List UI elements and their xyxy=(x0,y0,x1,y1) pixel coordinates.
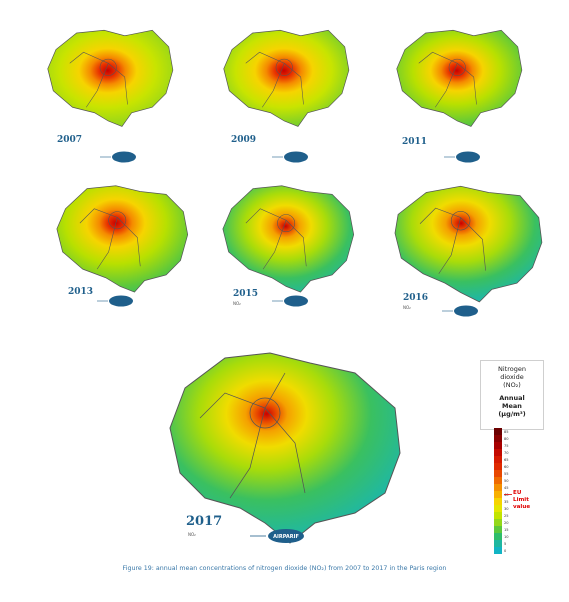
airparif-logo-text: AIRPARIF xyxy=(273,534,299,540)
map-2016-year: 2016 xyxy=(403,293,429,303)
legend-tick-label: 70 xyxy=(504,450,509,455)
legend-tick-label: 50 xyxy=(504,478,509,483)
legend-tick-label: 35 xyxy=(504,499,509,504)
map-2009-year: 2009 xyxy=(231,135,257,145)
map-2009 xyxy=(212,22,362,132)
legend-color-band xyxy=(494,456,502,464)
legend-color-band xyxy=(494,547,502,554)
legend-color-band xyxy=(494,428,502,436)
map-2011-year: 2011 xyxy=(402,137,428,147)
eu-limit-line-2: Limit xyxy=(513,497,529,503)
map-2013-image xyxy=(56,185,189,293)
airparif-logo xyxy=(440,302,480,321)
map-2013 xyxy=(48,180,198,295)
legend-line-1: Nitrogen xyxy=(498,365,526,373)
legend-color-band xyxy=(494,470,502,478)
legend-color-scale xyxy=(494,428,502,554)
map-2007-year: 2007 xyxy=(57,135,83,145)
legend-tick-label: 20 xyxy=(504,520,509,525)
eu-limit-line-1: EU xyxy=(513,490,522,496)
legend-color-band xyxy=(494,533,502,541)
map-2016-pollutant: NO₂ xyxy=(403,305,411,310)
map-2015-pollutant: NO₂ xyxy=(233,301,241,306)
map-2011-image xyxy=(396,29,523,127)
map-2017-year: 2017 xyxy=(186,514,223,529)
eu-limit-marker xyxy=(504,494,512,495)
airparif-logo xyxy=(270,148,310,167)
legend-line-2: dioxide xyxy=(500,373,524,381)
legend-color-band xyxy=(494,519,502,527)
map-2007-image xyxy=(47,29,174,127)
legend-tick-label: 65 xyxy=(504,457,509,462)
legend-tick-label: 0 xyxy=(504,548,507,553)
legend-color-band xyxy=(494,442,502,450)
legend-tick-label: 15 xyxy=(504,527,509,532)
map-2013-year: 2013 xyxy=(68,287,94,297)
map-2016-image xyxy=(394,185,543,303)
eu-limit-label: EU Limit value xyxy=(513,490,530,511)
legend-tick-label: 5 xyxy=(504,541,507,546)
legend-color-band xyxy=(494,526,502,534)
map-2015 xyxy=(214,180,364,295)
legend-line-5: Mean xyxy=(502,402,522,410)
eu-limit-line-3: value xyxy=(513,504,531,510)
legend-tick-label: 45 xyxy=(504,485,509,490)
legend-tick-label: 10 xyxy=(504,534,509,539)
legend-line-3: (NO₂) xyxy=(503,381,521,389)
map-2007 xyxy=(36,22,186,132)
legend-tick-label: 30 xyxy=(504,506,509,511)
figure-caption: Figure 19: annual mean concentrations of… xyxy=(122,565,447,572)
map-2017-image xyxy=(169,352,401,544)
map-2009-image xyxy=(223,29,350,127)
legend-color-band xyxy=(494,512,502,520)
legend-tick-label: 60 xyxy=(504,464,509,469)
legend-tick-label: 75 xyxy=(504,443,509,448)
legend-color-band xyxy=(494,484,502,492)
airparif-logo xyxy=(270,292,310,311)
map-2017 xyxy=(160,348,410,548)
legend-color-band xyxy=(494,477,502,485)
legend-color-band xyxy=(494,449,502,457)
airparif-logo xyxy=(98,148,138,167)
legend-color-band xyxy=(494,505,502,513)
map-2015-year: 2015 xyxy=(233,289,259,299)
legend-color-band xyxy=(494,498,502,506)
legend-tick-label: 25 xyxy=(504,513,509,518)
airparif-logo xyxy=(95,292,135,311)
legend-color-band xyxy=(494,463,502,471)
airparif-logo-large: AIRPARIF xyxy=(248,528,308,548)
legend-color-band xyxy=(494,435,502,443)
legend-tick-label: 55 xyxy=(504,471,509,476)
map-2016 xyxy=(385,180,555,305)
legend-color-band xyxy=(494,540,502,548)
map-2015-image xyxy=(222,185,355,293)
map-2011 xyxy=(385,22,535,132)
legend-tick-label: 85 xyxy=(504,429,509,434)
legend-line-4: Annual xyxy=(499,394,525,402)
legend-color-band xyxy=(494,491,502,499)
map-2017-pollutant: NO₂ xyxy=(188,532,196,537)
legend-tick-label: 80 xyxy=(504,436,509,441)
airparif-logo xyxy=(442,148,482,167)
legend-title-box: Nitrogen dioxide (NO₂) Annual Mean (µg/m… xyxy=(480,360,544,430)
legend-line-6: (µg/m³) xyxy=(498,410,526,418)
